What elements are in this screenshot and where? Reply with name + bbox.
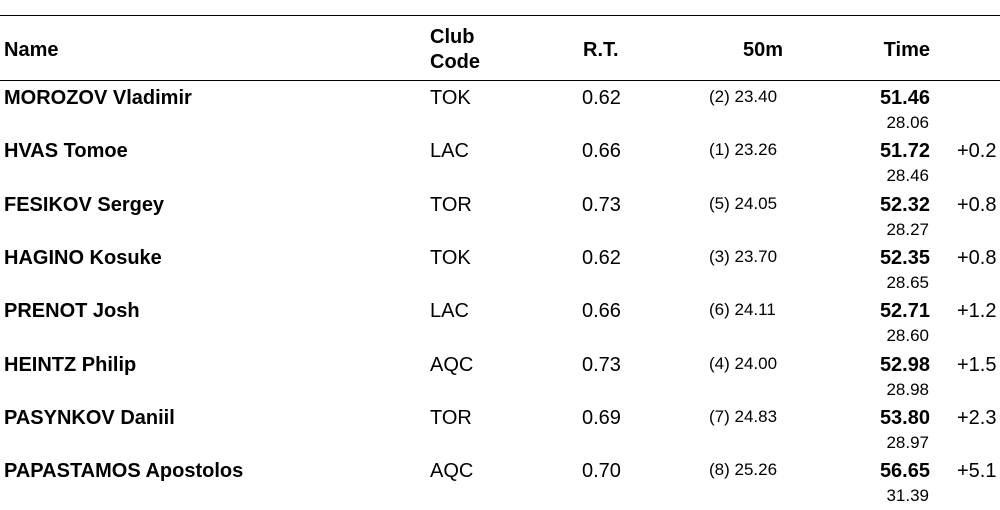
split-100m: 28.98	[886, 379, 929, 399]
split-50m: (4) 24.00	[709, 353, 778, 373]
club-code: TOR	[430, 193, 472, 216]
athlete-name: MOROZOV Vladimir	[4, 87, 192, 109]
header-code: Code	[430, 51, 480, 73]
time-behind: +2.3	[957, 406, 997, 429]
split-100m: 31.39	[886, 486, 929, 506]
time-behind: +5.1	[957, 460, 997, 483]
athlete-name: PAPASTAMOS Apostolos	[4, 460, 244, 483]
split-100m: 28.97	[886, 432, 929, 452]
final-time: 52.98	[879, 353, 930, 376]
split-100m: 28.06	[886, 113, 929, 132]
final-time: 51.46	[879, 87, 930, 109]
time-behind: +1.2	[957, 300, 997, 323]
time-behind: +0.2	[957, 140, 997, 163]
athlete-name: HEINTZ Philip	[4, 353, 137, 376]
athlete-name: FESIKOV Sergey	[4, 193, 165, 216]
club-code: AQC	[430, 460, 474, 483]
time-behind: +0.8	[957, 246, 997, 269]
split-100m: 28.60	[886, 326, 929, 346]
reaction-time: 0.62	[582, 87, 621, 109]
reaction-time: 0.66	[582, 300, 621, 323]
club-code: TOK	[430, 87, 471, 109]
reaction-time: 0.62	[582, 246, 621, 269]
split-50m: (1) 23.26	[709, 140, 778, 160]
time-behind: +0.8	[957, 193, 997, 216]
club-code: AQC	[430, 353, 474, 376]
final-time: 53.80	[879, 406, 930, 429]
split-50m: (6) 24.11	[709, 300, 776, 320]
club-code: LAC	[430, 140, 469, 163]
split-50m: (2) 23.40	[709, 87, 778, 106]
split-50m: (3) 23.70	[709, 246, 778, 266]
athlete-name: HVAS Tomoe	[4, 140, 128, 163]
club-code: TOR	[430, 406, 472, 429]
athlete-name: HAGINO Kosuke	[4, 246, 162, 269]
final-time: 56.65	[879, 460, 930, 483]
split-100m: 28.46	[886, 166, 929, 186]
final-time: 52.35	[879, 246, 930, 269]
final-time: 52.71	[879, 300, 930, 323]
header-rule	[0, 80, 1000, 81]
top-rule	[0, 15, 1000, 16]
split-100m: 28.65	[886, 272, 929, 292]
reaction-time: 0.73	[582, 353, 621, 376]
header-club: Club	[430, 26, 475, 48]
split-100m: 28.27	[886, 219, 929, 239]
header-name: Name	[4, 39, 59, 61]
header-split: 50m	[742, 39, 783, 61]
club-code: TOK	[430, 246, 471, 269]
club-code: LAC	[430, 300, 469, 323]
time-behind: +1.5	[957, 353, 997, 376]
athlete-name: PASYNKOV Daniil	[4, 406, 175, 429]
final-time: 51.72	[879, 140, 930, 163]
reaction-time: 0.70	[582, 460, 621, 483]
header-rt: R.T.	[583, 39, 619, 61]
reaction-time: 0.66	[582, 140, 621, 163]
split-50m: (8) 25.26	[709, 460, 778, 480]
athlete-name: PRENOT Josh	[4, 300, 140, 323]
header-time: Time	[883, 39, 930, 61]
split-50m: (7) 24.83	[709, 406, 778, 426]
reaction-time: 0.73	[582, 193, 621, 216]
final-time: 52.32	[879, 193, 930, 216]
reaction-time: 0.69	[582, 406, 621, 429]
split-50m: (5) 24.05	[709, 193, 778, 213]
